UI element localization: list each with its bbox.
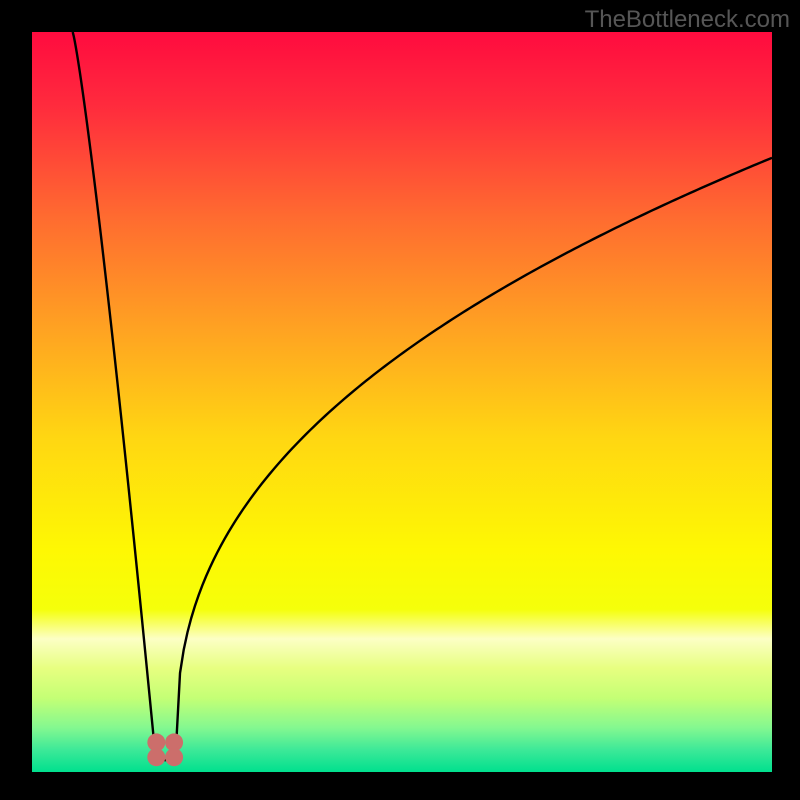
bottleneck-curve-plot [32, 32, 772, 772]
valley-marker [165, 748, 183, 766]
watermark-text: TheBottleneck.com [585, 6, 790, 34]
chart-container: TheBottleneck.com [0, 0, 800, 800]
gradient-background [32, 32, 772, 772]
valley-marker [147, 748, 165, 766]
